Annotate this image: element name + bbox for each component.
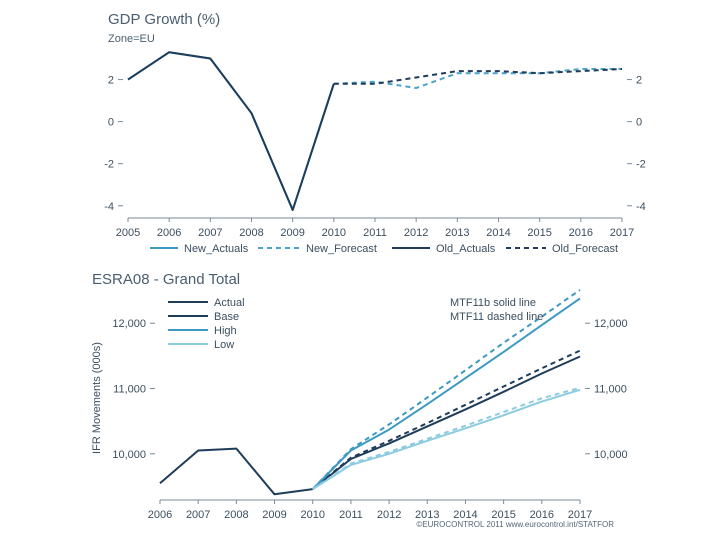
esra08-chart: ESRA08 - Grand Total IFR Movements (000s… xyxy=(91,271,628,529)
gdp-x-tick-label: 2013 xyxy=(445,227,469,239)
esra-x-tick-label: 2010 xyxy=(300,509,324,521)
esra-x-tick-label: 2016 xyxy=(530,509,554,521)
gdp-y-tick-label-left: -4 xyxy=(104,201,114,213)
esra-x-tick-label: 2017 xyxy=(568,509,592,521)
gdp-y-tick-label-right: 0 xyxy=(636,117,642,129)
esra-credit: ©EUROCONTROL 2011 www.eurocontrol.int/ST… xyxy=(416,520,614,529)
esra-x-tick-label: 2014 xyxy=(453,509,477,521)
gdp-series-new-actuals-solid xyxy=(127,51,335,211)
esra-x-tick-label: 2007 xyxy=(186,509,210,521)
legend-label-old-actuals: Old_Actuals xyxy=(436,243,496,255)
gdp-y-tick-label-left: 2 xyxy=(108,75,114,87)
esra-y-tick-label-left: 10,000 xyxy=(112,449,146,461)
esra-y-axis-label: IFR Movements (000s) xyxy=(91,342,103,454)
gdp-x-tick-label: 2016 xyxy=(569,227,593,239)
gdp-y-tick-label-left: 0 xyxy=(108,117,114,129)
gdp-series-old-actuals-solid xyxy=(127,51,335,211)
gdp-x-tick-label: 2011 xyxy=(363,227,387,239)
esra-x-tick-label: 2008 xyxy=(224,509,248,521)
esra-y-tick-label-right: 11,000 xyxy=(594,384,627,396)
legend-label-base: Base xyxy=(214,311,239,323)
esra-note-dashed: MTF11 dashed line xyxy=(450,311,543,323)
gdp-x-tick-label: 2017 xyxy=(610,227,634,239)
gdp-y-tick-label-right: -2 xyxy=(636,159,646,171)
gdp-chart-title: GDP Growth (%) xyxy=(108,11,220,28)
gdp-axes: 2005 2006 2007 2008 2009 2010 2011 2012 2013 2014… xyxy=(104,75,646,239)
esra-y-tick-label-left: 12,000 xyxy=(112,318,146,330)
gdp-chart-subtitle: Zone=EU xyxy=(108,33,155,45)
gdp-series-old-forecast-dashed xyxy=(333,68,623,85)
legend-label-new-actuals: New_Actuals xyxy=(184,243,249,255)
esra-series-low-solid xyxy=(312,388,581,490)
esra-y-tick-label-right: 12,000 xyxy=(594,318,628,330)
esra-axes: 2006 2007 2008 2009 2010 2011 2012 2013 2014 2015… xyxy=(112,318,627,521)
gdp-x-tick-label: 2015 xyxy=(527,227,551,239)
gdp-x-tick-label: 2005 xyxy=(116,227,140,239)
gdp-y-tick-label-right: -4 xyxy=(636,201,646,213)
esra-x-tick-label: 2009 xyxy=(262,509,286,521)
legend-label-old-forecast: Old_Forecast xyxy=(552,243,618,255)
gdp-legend: New_Actuals New_Forecast Old_Actuals Old… xyxy=(150,243,618,255)
gdp-series-lines xyxy=(127,51,623,211)
esra-y-tick-label-left: 11,000 xyxy=(113,384,146,396)
gdp-x-tick-label: 2006 xyxy=(157,227,181,239)
gdp-y-tick-label-left: -2 xyxy=(104,159,114,171)
esra-y-tick-label-right: 10,000 xyxy=(594,449,628,461)
esra-series-low-dashed xyxy=(312,386,581,490)
esra-series-high-dashed xyxy=(311,289,581,490)
esra-x-tick-label: 2012 xyxy=(377,509,401,521)
esra-series-base-dashed xyxy=(312,349,581,490)
esra-x-tick-label: 2006 xyxy=(148,509,172,521)
gdp-x-tick-label: 2010 xyxy=(322,227,346,239)
legend-label-new-forecast: New_Forecast xyxy=(306,243,377,255)
legend-label-actual: Actual xyxy=(214,297,245,309)
gdp-y-tick-label-right: 2 xyxy=(636,75,642,87)
gdp-growth-chart: GDP Growth (%) Zone=EU 2005 2006 2007 2008 2… xyxy=(104,11,646,255)
esra-series-high-solid xyxy=(311,297,581,490)
esra-chart-title: ESRA08 - Grand Total xyxy=(92,271,240,288)
esra-x-tick-label: 2011 xyxy=(339,509,363,521)
legend-label-low: Low xyxy=(214,339,234,351)
gdp-x-tick-label: 2008 xyxy=(239,227,263,239)
esra-note-solid: MTF11b solid line xyxy=(450,297,536,309)
esra-series-lines xyxy=(159,289,581,496)
legend-label-high: High xyxy=(214,325,237,337)
gdp-x-tick-label: 2007 xyxy=(198,227,222,239)
gdp-x-tick-label: 2009 xyxy=(280,227,304,239)
esra-series-actual-solid xyxy=(159,447,313,496)
gdp-x-tick-label: 2012 xyxy=(404,227,428,239)
esra-legend: Actual Base High Low xyxy=(168,297,245,351)
esra-series-base-solid xyxy=(312,355,581,490)
esra-x-tick-label: 2013 xyxy=(415,509,439,521)
esra-x-tick-label: 2015 xyxy=(491,509,515,521)
gdp-x-tick-label: 2014 xyxy=(486,227,510,239)
